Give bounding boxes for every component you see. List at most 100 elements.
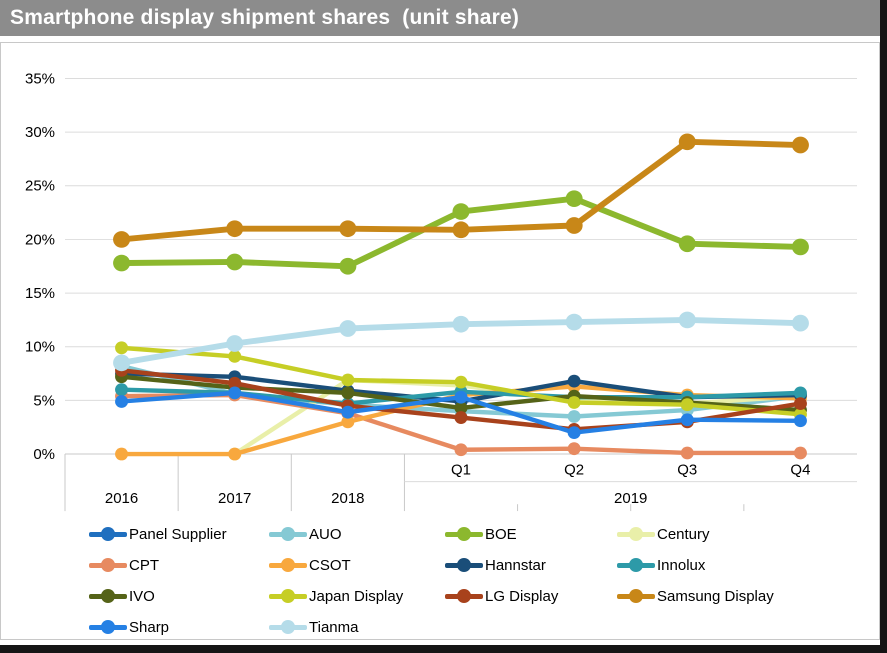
legend-marker-icon (89, 588, 127, 603)
data-point (791, 314, 809, 332)
x-axis-year-label: 2017 (218, 491, 251, 507)
data-point (793, 414, 807, 428)
data-point (567, 442, 581, 456)
legend-item-hannstar: Hannstar (445, 554, 617, 576)
legend-item-lg-display: LG Display (445, 585, 617, 607)
data-point (341, 373, 355, 387)
y-axis-tick-label: 35% (25, 72, 55, 88)
legend-marker-dot-icon (101, 588, 115, 603)
data-point (567, 374, 581, 388)
data-point (226, 220, 244, 238)
chart-legend: Panel Supplier AUO BOE Century CPT CSOT Hannst… (89, 523, 879, 638)
legend-marker-icon (269, 619, 307, 634)
data-point (793, 446, 807, 460)
chart-box: 0% 5% 10% 15% 20% 25% 30% 35% Q1 Q2 Q3 Q4 2016 2017 20… (0, 42, 880, 640)
y-axis-tick-label: 30% (25, 125, 55, 141)
legend-item-cpt: CPT (89, 554, 269, 576)
series-boe (113, 190, 809, 275)
data-point (226, 253, 244, 271)
data-point (113, 354, 131, 372)
legend-label: Hannstar (485, 556, 546, 574)
x-axis-year-label: 2019 (614, 491, 647, 507)
legend-marker-dot-icon (101, 526, 115, 541)
data-point (565, 217, 583, 234)
legend-marker-icon (617, 588, 655, 603)
data-point (678, 235, 696, 253)
legend-label: CSOT (309, 556, 351, 574)
data-point (115, 383, 129, 397)
legend-marker-dot-icon (629, 557, 643, 572)
data-point (454, 375, 468, 389)
data-point (454, 390, 468, 404)
legend-marker-icon (617, 526, 655, 541)
data-point (115, 395, 129, 408)
data-point (678, 311, 696, 329)
legend-marker-dot-icon (457, 557, 471, 572)
legend-item-innolux: Innolux (617, 554, 879, 576)
legend-item-boe: BOE (445, 523, 617, 545)
legend-marker-icon (445, 588, 483, 603)
x-axis-quarter-label: Q2 (564, 463, 584, 479)
legend-item-samsung-display: Samsung Display (617, 585, 879, 607)
legend-label: Innolux (657, 556, 706, 574)
legend-label: Panel Supplier (129, 525, 227, 543)
legend-marker-dot-icon (457, 588, 471, 603)
data-point (228, 376, 242, 390)
x-axis-quarter-label: Q4 (790, 463, 810, 479)
legend-marker-icon (89, 526, 127, 541)
x-axis-quarter-label: Q1 (451, 463, 471, 479)
legend-marker-icon (269, 557, 307, 572)
data-point (226, 335, 244, 352)
legend-label: IVO (129, 587, 155, 605)
y-axis-tick-label: 25% (25, 179, 55, 195)
legend-item-century: Century (617, 523, 879, 545)
legend-label: Japan Display (309, 587, 404, 605)
data-point (115, 447, 129, 461)
legend-marker-icon (89, 619, 127, 634)
legend-item-csot: CSOT (269, 554, 445, 576)
line-chart-svg: 0% 5% 10% 15% 20% 25% 30% 35% Q1 Q2 Q3 Q4 2016 2017 20… (25, 72, 857, 512)
legend-marker-icon (445, 557, 483, 572)
legend-marker-dot-icon (281, 526, 295, 541)
legend-item-panel-supplier: Panel Supplier (89, 523, 269, 545)
legend-label: AUO (309, 525, 342, 543)
data-point (680, 398, 694, 412)
data-point (113, 231, 131, 248)
data-point (452, 203, 470, 220)
x-axis-year-label: 2018 (331, 491, 364, 507)
legend-item-japan-display: Japan Display (269, 585, 445, 607)
legend-marker-icon (617, 557, 655, 572)
legend-marker-dot-icon (281, 588, 295, 603)
legend-marker-icon (269, 526, 307, 541)
data-point (791, 136, 809, 154)
data-point (452, 315, 470, 333)
y-axis-tick-label: 5% (33, 393, 55, 409)
y-axis-tick-label: 15% (25, 286, 55, 302)
data-point (791, 238, 809, 256)
data-point (339, 220, 357, 238)
series-sharp (115, 386, 807, 439)
legend-item-tianma: Tianma (269, 616, 445, 638)
data-point (678, 133, 696, 151)
data-point (341, 415, 355, 429)
legend-label: BOE (485, 525, 517, 543)
line-chart-plot: 0% 5% 10% 15% 20% 25% 30% 35% Q1 Q2 Q3 Q4 2016 2017 20… (1, 49, 879, 515)
data-point (228, 386, 242, 400)
legend-label: Tianma (309, 618, 359, 636)
data-point (228, 350, 242, 363)
data-point (793, 397, 807, 411)
series-samsung-display (113, 133, 809, 248)
data-point (793, 386, 807, 400)
legend-label: Century (657, 525, 710, 543)
legend-label: LG Display (485, 587, 559, 605)
legend-marker-dot-icon (457, 526, 471, 541)
legend-marker-dot-icon (101, 557, 115, 572)
data-point (341, 405, 355, 419)
legend-marker-icon (269, 588, 307, 603)
legend-marker-dot-icon (101, 619, 115, 634)
data-point (228, 447, 242, 461)
data-point (113, 254, 131, 272)
legend-label: CPT (129, 556, 159, 574)
y-axis-tick-label: 20% (25, 232, 55, 248)
